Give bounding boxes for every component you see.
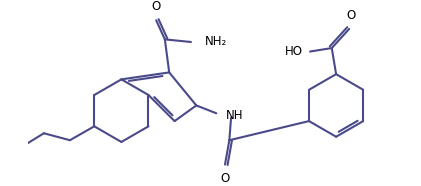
Text: O: O — [152, 0, 161, 13]
Text: NH₂: NH₂ — [205, 36, 227, 49]
Text: O: O — [346, 9, 355, 22]
Text: O: O — [220, 171, 229, 185]
Text: NH: NH — [226, 109, 243, 122]
Text: HO: HO — [285, 45, 303, 58]
